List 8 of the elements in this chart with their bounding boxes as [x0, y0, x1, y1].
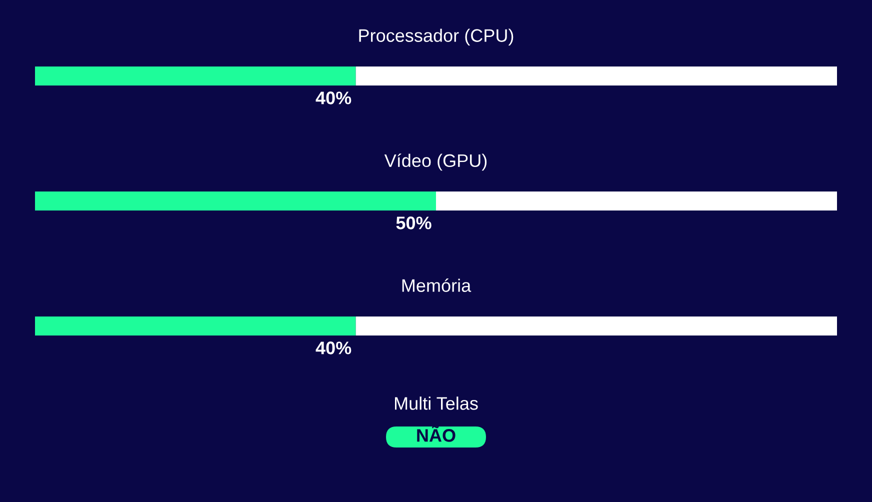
text: NÃO [417, 426, 456, 442]
data-label: 50% [396, 216, 432, 230]
y-tick-label: Memória [402, 278, 472, 292]
y-tick-label: Processador (CPU) [359, 28, 514, 46]
data-label: 40% [316, 92, 352, 104]
data-label: 40% [316, 342, 352, 354]
y-tick-label: Vídeo (GPU) [384, 154, 487, 171]
text: Multi Telas [395, 396, 478, 410]
